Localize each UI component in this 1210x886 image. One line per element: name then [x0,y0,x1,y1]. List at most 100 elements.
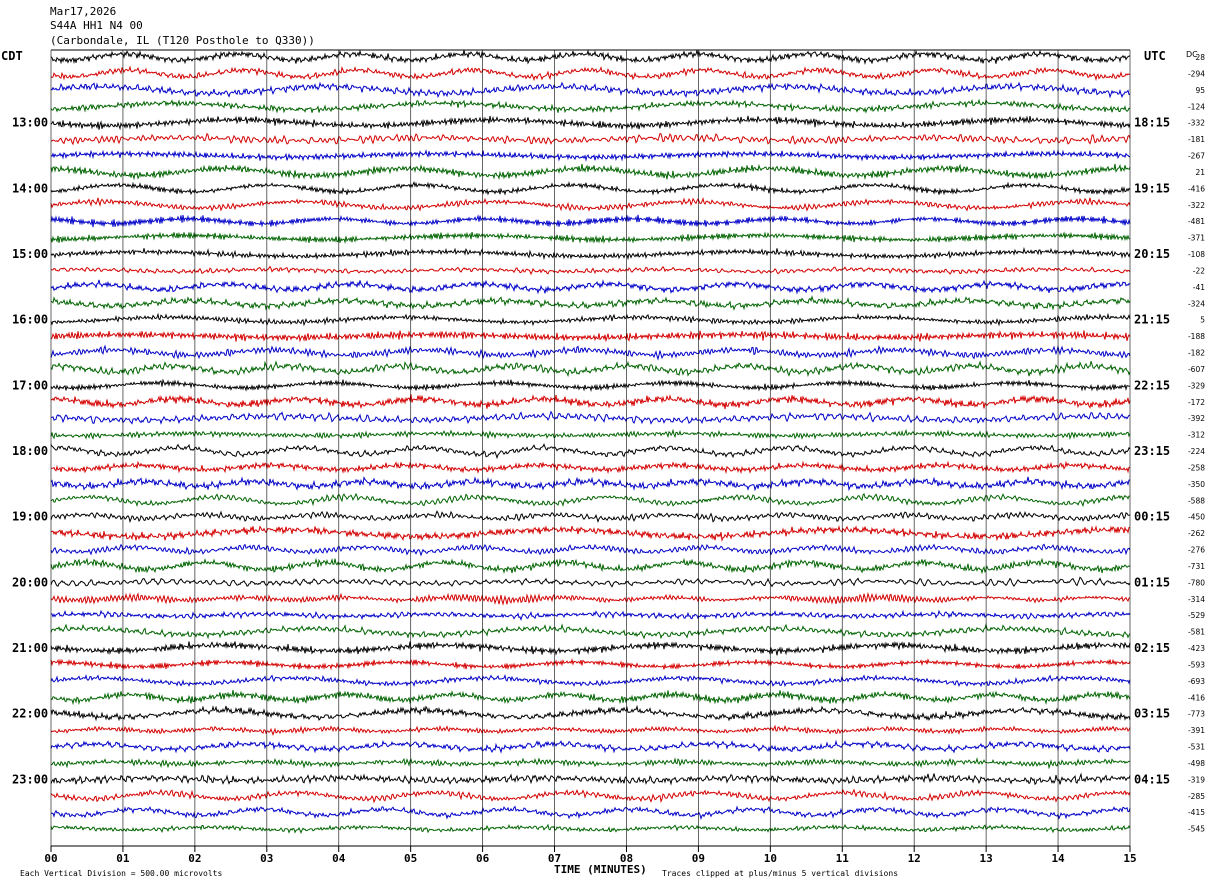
trace-row [50,115,1131,131]
dc-offset-label: -529 [1188,611,1205,620]
scale-note: Each Vertical Division = 500.00 microvol… [20,869,222,878]
grid-lines [50,49,1131,852]
dc-offset-label: -181 [1188,135,1205,144]
dc-offset-label: -324 [1188,299,1205,308]
x-tick-label: 03 [260,852,273,865]
dc-offset-label: -312 [1188,431,1205,440]
trace-row [50,492,1131,508]
trace-row [50,690,1131,706]
x-tick-label: 14 [1051,852,1065,865]
dc-offset-label: -332 [1188,119,1205,128]
left-hour-label: 15:00 [12,247,48,261]
x-tick-label: 08 [620,852,633,865]
trace-row [50,49,1131,65]
trace-row [50,295,1131,311]
dc-offset-label: -285 [1188,792,1205,801]
right-hour-label: 20:15 [1134,247,1170,261]
x-tick-label: 06 [476,852,490,865]
trace-row [50,823,1131,835]
trace-row [50,476,1131,492]
label-group: CDT UTC DC TIME (MINUTES) Each Vertical … [1,49,1205,878]
dc-offset-label: -593 [1188,660,1205,669]
x-tick-label: 07 [548,852,561,865]
trace-row [50,279,1131,295]
right-hour-label: 22:15 [1134,378,1170,392]
dc-offset-label: -267 [1188,152,1205,161]
dc-offset-label: -581 [1188,628,1205,637]
trace-row [51,757,1131,770]
left-hour-label: 16:00 [12,313,48,327]
trace-row [50,197,1131,212]
dc-offset-label: -416 [1188,184,1205,193]
right-hour-label: 19:15 [1134,181,1170,195]
x-tick-label: 01 [116,852,130,865]
dc-offset-label: -350 [1188,480,1205,489]
x-tick-label: 00 [44,852,57,865]
trace-row [50,231,1131,244]
dc-offset-label: -481 [1188,217,1205,226]
header-station: S44A HH1 N4 00 [50,19,143,32]
trace-row [50,543,1131,557]
right-hour-label: 00:15 [1134,510,1170,524]
trace-row [50,673,1131,688]
x-tick-label: 12 [908,852,921,865]
dc-offset-label: -182 [1188,349,1205,358]
left-hour-label: 23:00 [12,772,48,786]
left-hour-label: 17:00 [12,378,48,392]
trace-row [50,805,1131,821]
header-location: (Carbondale, IL (T120 Posthole to Q330)) [50,34,315,47]
dc-offset-label: -329 [1188,381,1205,390]
dc-offset-label: -224 [1188,447,1205,456]
x-tick-label: 02 [188,852,201,865]
dc-header-label: DC [1186,50,1198,59]
dc-offset-label: -423 [1188,644,1205,653]
trace-row [50,428,1131,440]
trace-row [50,443,1131,460]
dc-offset-label: -780 [1188,578,1205,587]
trace-row [50,65,1130,82]
trace-row [50,609,1131,622]
trace-row [50,312,1131,327]
dc-offset-label: -124 [1188,102,1205,111]
trace-row [50,180,1131,196]
dc-offset-label: 5 [1200,316,1205,325]
dc-offset-label: -531 [1188,743,1205,752]
left-hour-label: 14:00 [12,181,48,195]
dc-offset-label: -392 [1188,414,1205,423]
dc-offset-label: -294 [1188,69,1205,78]
dc-offset-label: -314 [1188,595,1205,604]
right-hour-label: 04:15 [1134,772,1170,786]
trace-row [50,772,1131,786]
dc-offset-label: 95 [1195,86,1205,95]
trace-row [50,524,1131,543]
x-tick-label: 13 [980,852,993,865]
dc-offset-label: -172 [1188,398,1205,407]
trace-row [50,329,1131,343]
trace-row [50,265,1131,276]
x-tick-label: 05 [404,852,417,865]
trace-row [50,591,1131,606]
trace-group [50,49,1131,835]
trace-row [50,576,1131,588]
x-tick-label: 10 [764,852,777,865]
dc-offset-label: -773 [1188,710,1205,719]
dc-offset-label: -450 [1188,513,1205,522]
left-hour-label: 21:00 [12,641,48,655]
trace-row [50,149,1131,162]
dc-offset-label: -498 [1188,759,1205,768]
dc-offset-label: -607 [1188,365,1205,374]
trace-row [50,98,1131,114]
trace-row [50,460,1131,475]
trace-row [50,622,1131,640]
trace-row [50,557,1131,575]
left-hour-label: 22:00 [12,707,48,721]
trace-row [50,657,1131,671]
dc-offset-label: 28 [1195,53,1205,62]
trace-row [50,132,1131,146]
right-hour-label: 03:15 [1134,707,1170,721]
trace-row [50,378,1131,393]
trace-row [50,640,1131,656]
trace-row [50,510,1131,524]
dc-offset-label: 21 [1195,168,1205,177]
